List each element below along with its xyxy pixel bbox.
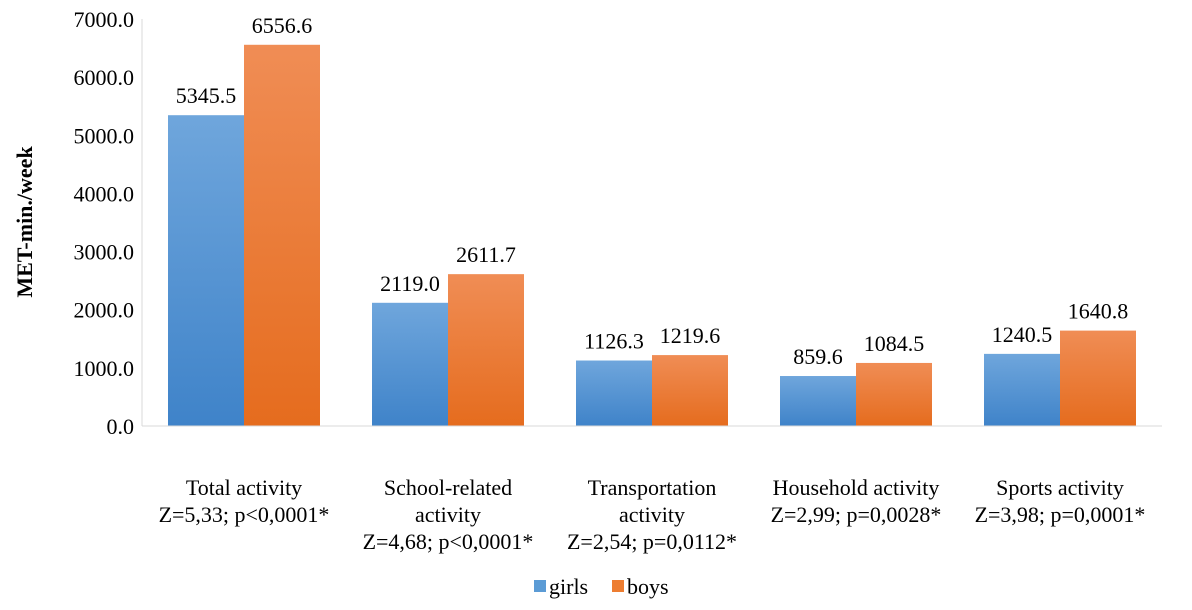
data-label-boys: 1640.8 (1068, 299, 1129, 324)
y-axis-ticks: 0.0 1000.0 2000.0 3000.0 4000.0 5000.0 6000.0 7… (74, 7, 135, 439)
data-label-girls: 1240.5 (992, 322, 1053, 347)
data-label-boys: 2611.7 (456, 242, 516, 267)
category-label: School-related activity Z=4,68; p<0,0001* (363, 475, 534, 554)
y-tick-label: 7000.0 (74, 7, 135, 32)
legend: girls boys (534, 574, 669, 599)
y-tick-label: 5000.0 (74, 123, 135, 148)
data-label-girls: 5345.5 (176, 83, 237, 108)
bar-girls (780, 376, 856, 426)
category-label: Sports activity Z=3,98; p=0,0001* (975, 475, 1146, 527)
bar-girls (576, 360, 652, 426)
y-tick-label: 1000.0 (74, 356, 135, 381)
y-tick-label: 4000.0 (74, 181, 135, 206)
legend-swatch-boys (612, 580, 624, 592)
y-tick-label: 0.0 (107, 414, 135, 439)
data-label-girls: 1126.3 (584, 329, 644, 354)
y-tick-label: 6000.0 (74, 65, 135, 90)
data-labels-layer: 5345.5 2119.0 1126.3 859.6 1240.5 6556.6 2611.… (176, 13, 1129, 369)
legend-label-boys: boys (627, 574, 669, 599)
bar-girls (372, 302, 448, 426)
category-label: Total activity Z=5,33; p<0,0001* (159, 475, 330, 527)
y-axis-title: MET-min./week (12, 146, 37, 298)
category-labels-layer: Total activity Z=5,33; p<0,0001* School-re… (159, 475, 1146, 554)
category-label: Household activity Z=2,99; p=0,0028* (771, 475, 942, 527)
y-tick-label: 3000.0 (74, 240, 135, 265)
y-tick-label: 2000.0 (74, 298, 135, 323)
legend-swatch-girls (534, 580, 546, 592)
data-label-boys: 1219.6 (660, 323, 721, 348)
bar-boys (1060, 330, 1136, 426)
category-label: Transportation activity Z=2,54; p=0,0112* (567, 475, 737, 554)
data-label-boys: 1084.5 (864, 331, 925, 356)
bar-boys (244, 44, 320, 426)
bar-boys (448, 274, 524, 426)
bar-boys (856, 362, 932, 426)
data-label-girls: 2119.0 (380, 271, 440, 296)
legend-label-girls: girls (549, 574, 588, 599)
bar-boys (652, 355, 728, 426)
bars-layer (168, 44, 1136, 426)
bar-girls (984, 353, 1060, 426)
bar-girls (168, 115, 244, 426)
data-label-girls: 859.6 (793, 344, 843, 369)
data-label-boys: 6556.6 (252, 13, 313, 38)
